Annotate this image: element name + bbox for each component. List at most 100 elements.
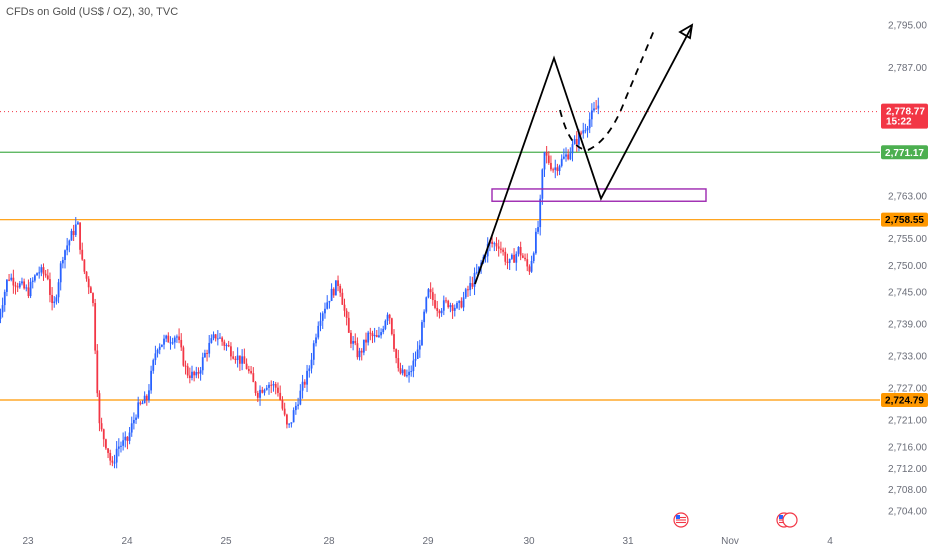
candle-body — [460, 300, 463, 308]
candle — [223, 339, 226, 351]
candle-body — [365, 339, 367, 343]
candle — [272, 381, 275, 392]
candle-body — [360, 350, 363, 353]
candle — [150, 365, 153, 394]
candle — [143, 391, 146, 404]
candle-body — [521, 255, 524, 258]
candle — [403, 369, 406, 377]
candle-body — [438, 310, 441, 314]
candle-body — [204, 352, 206, 358]
candle — [178, 328, 180, 344]
candle — [337, 275, 339, 292]
candle — [425, 296, 428, 314]
candle-body — [214, 334, 217, 339]
candle-body — [547, 155, 550, 163]
candle — [66, 237, 69, 256]
x-tick-label: Nov — [721, 536, 739, 547]
candle-body — [256, 393, 259, 398]
candle-body — [534, 231, 537, 254]
candle — [573, 135, 576, 145]
candle-body — [560, 158, 563, 166]
candle-body — [473, 272, 476, 287]
candle-body — [102, 429, 105, 440]
candle — [188, 367, 191, 384]
candle — [571, 139, 574, 162]
candle-body — [29, 281, 32, 297]
candle — [219, 332, 221, 339]
candle — [469, 276, 472, 296]
candle — [412, 352, 415, 378]
candle — [186, 363, 189, 379]
candle — [18, 280, 21, 289]
candle-body — [334, 280, 337, 296]
candle — [8, 273, 10, 282]
candle — [390, 317, 393, 336]
candle-body — [184, 365, 187, 367]
candle-body — [390, 318, 393, 335]
candle — [464, 287, 467, 299]
candle-body — [393, 334, 395, 350]
candle — [506, 253, 509, 270]
candle — [193, 370, 196, 382]
candle — [152, 358, 155, 374]
candle-body — [384, 320, 387, 329]
y-tick-label: 2,733.00 — [888, 352, 927, 363]
candle-body — [567, 154, 570, 160]
candle-body — [294, 405, 297, 411]
candle-body — [199, 370, 202, 374]
candle-body — [310, 359, 313, 369]
candle-body — [358, 350, 361, 358]
candle-body — [595, 108, 598, 110]
candle-body — [167, 335, 170, 343]
candle-body — [590, 110, 593, 120]
candle-body — [14, 285, 17, 287]
candle-body — [499, 248, 502, 250]
candle-body — [347, 317, 350, 333]
candle-body — [165, 335, 168, 339]
y-tick-label: 2,755.00 — [888, 234, 927, 245]
candle-body — [223, 341, 226, 346]
candle — [141, 400, 144, 405]
candle-body — [414, 358, 417, 361]
candle-body — [423, 311, 426, 323]
us-flag-icon — [673, 512, 689, 528]
candle — [580, 130, 582, 136]
candle-body — [225, 345, 228, 347]
candle-body — [38, 272, 41, 274]
candle — [399, 362, 402, 375]
candle — [247, 365, 250, 374]
candle — [165, 334, 168, 343]
candle-body — [92, 293, 94, 304]
candle — [515, 251, 518, 271]
candle — [38, 266, 41, 279]
candle-body — [399, 368, 402, 374]
candle-body — [3, 291, 6, 306]
candle — [593, 101, 595, 113]
candle-body — [265, 387, 268, 390]
candle — [243, 348, 246, 364]
candle — [521, 253, 524, 259]
y-tick-label: 2,787.00 — [888, 63, 927, 74]
candle — [495, 237, 498, 251]
candle — [380, 328, 382, 339]
candle-body — [447, 300, 450, 308]
candle-body — [506, 261, 509, 263]
candle-body — [440, 310, 443, 314]
candle-body — [290, 422, 293, 424]
candle-body — [130, 423, 133, 433]
candle-body — [386, 314, 389, 321]
candle — [582, 122, 585, 139]
candle-body — [120, 445, 122, 447]
candle — [378, 326, 380, 338]
candle-body — [221, 337, 224, 342]
candle-body — [51, 294, 54, 304]
candle — [473, 267, 476, 296]
candle — [467, 285, 469, 297]
candle — [274, 381, 277, 395]
candle — [236, 347, 239, 368]
candle-body — [545, 152, 548, 156]
candle — [317, 321, 320, 340]
demand-zone-box — [491, 188, 707, 202]
candle-body — [21, 281, 23, 284]
